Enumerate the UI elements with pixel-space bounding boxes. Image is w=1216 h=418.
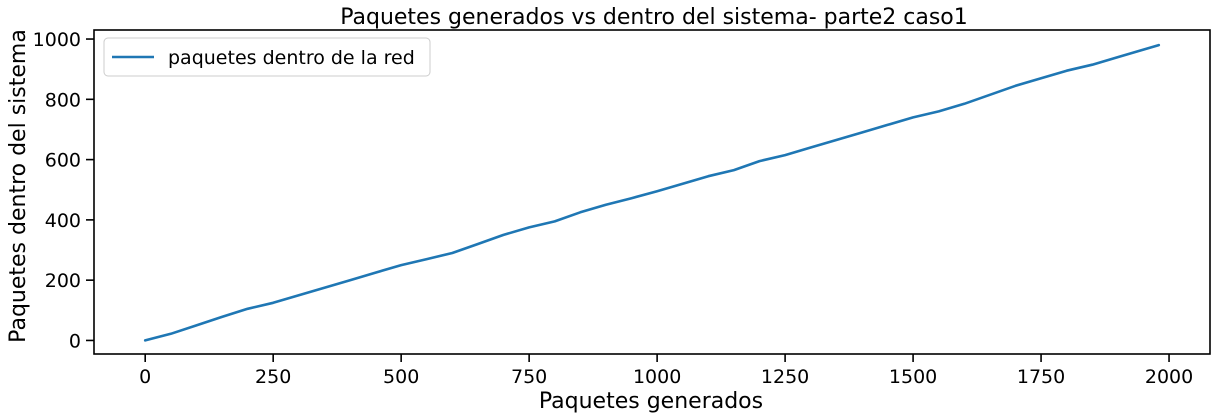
y-tick-label: 1000 [33, 29, 81, 51]
x-tick-label: 500 [383, 366, 419, 388]
legend-box [103, 37, 431, 77]
x-tick-label: 0 [139, 366, 151, 388]
x-tick-label: 750 [511, 366, 547, 388]
series-line-0 [143, 43, 1161, 342]
x-tick-label: 2000 [1145, 366, 1193, 388]
y-axis-label: Paquetes dentro del sistema [6, 29, 31, 343]
x-tick-label: 1500 [889, 366, 937, 388]
y-tick-label: 600 [45, 150, 81, 172]
x-tick-label: 1000 [633, 366, 681, 388]
x-tick-label: 1750 [1017, 366, 1065, 388]
x-tick-label: 250 [255, 366, 291, 388]
axis-ticks: 0 250 500 750 1000 1250 1500 1750 2000 0 200 400 600… [33, 29, 1194, 388]
plot-area [93, 29, 1211, 355]
legend-label: paquetes dentro de la red [168, 47, 415, 69]
y-tick-label: 0 [69, 330, 81, 352]
chart-title: Paquetes generados vs dentro del sistema… [340, 5, 968, 30]
y-tick-label: 200 [45, 270, 81, 292]
plot-frame [93, 29, 1211, 355]
legend: paquetes dentro de la red [103, 37, 431, 77]
x-tick-label: 1250 [761, 366, 809, 388]
y-tick-label: 800 [45, 89, 81, 111]
y-tick-label: 400 [45, 210, 81, 232]
x-axis-label: Paquetes generados [539, 389, 763, 414]
series-layer [143, 43, 1161, 342]
